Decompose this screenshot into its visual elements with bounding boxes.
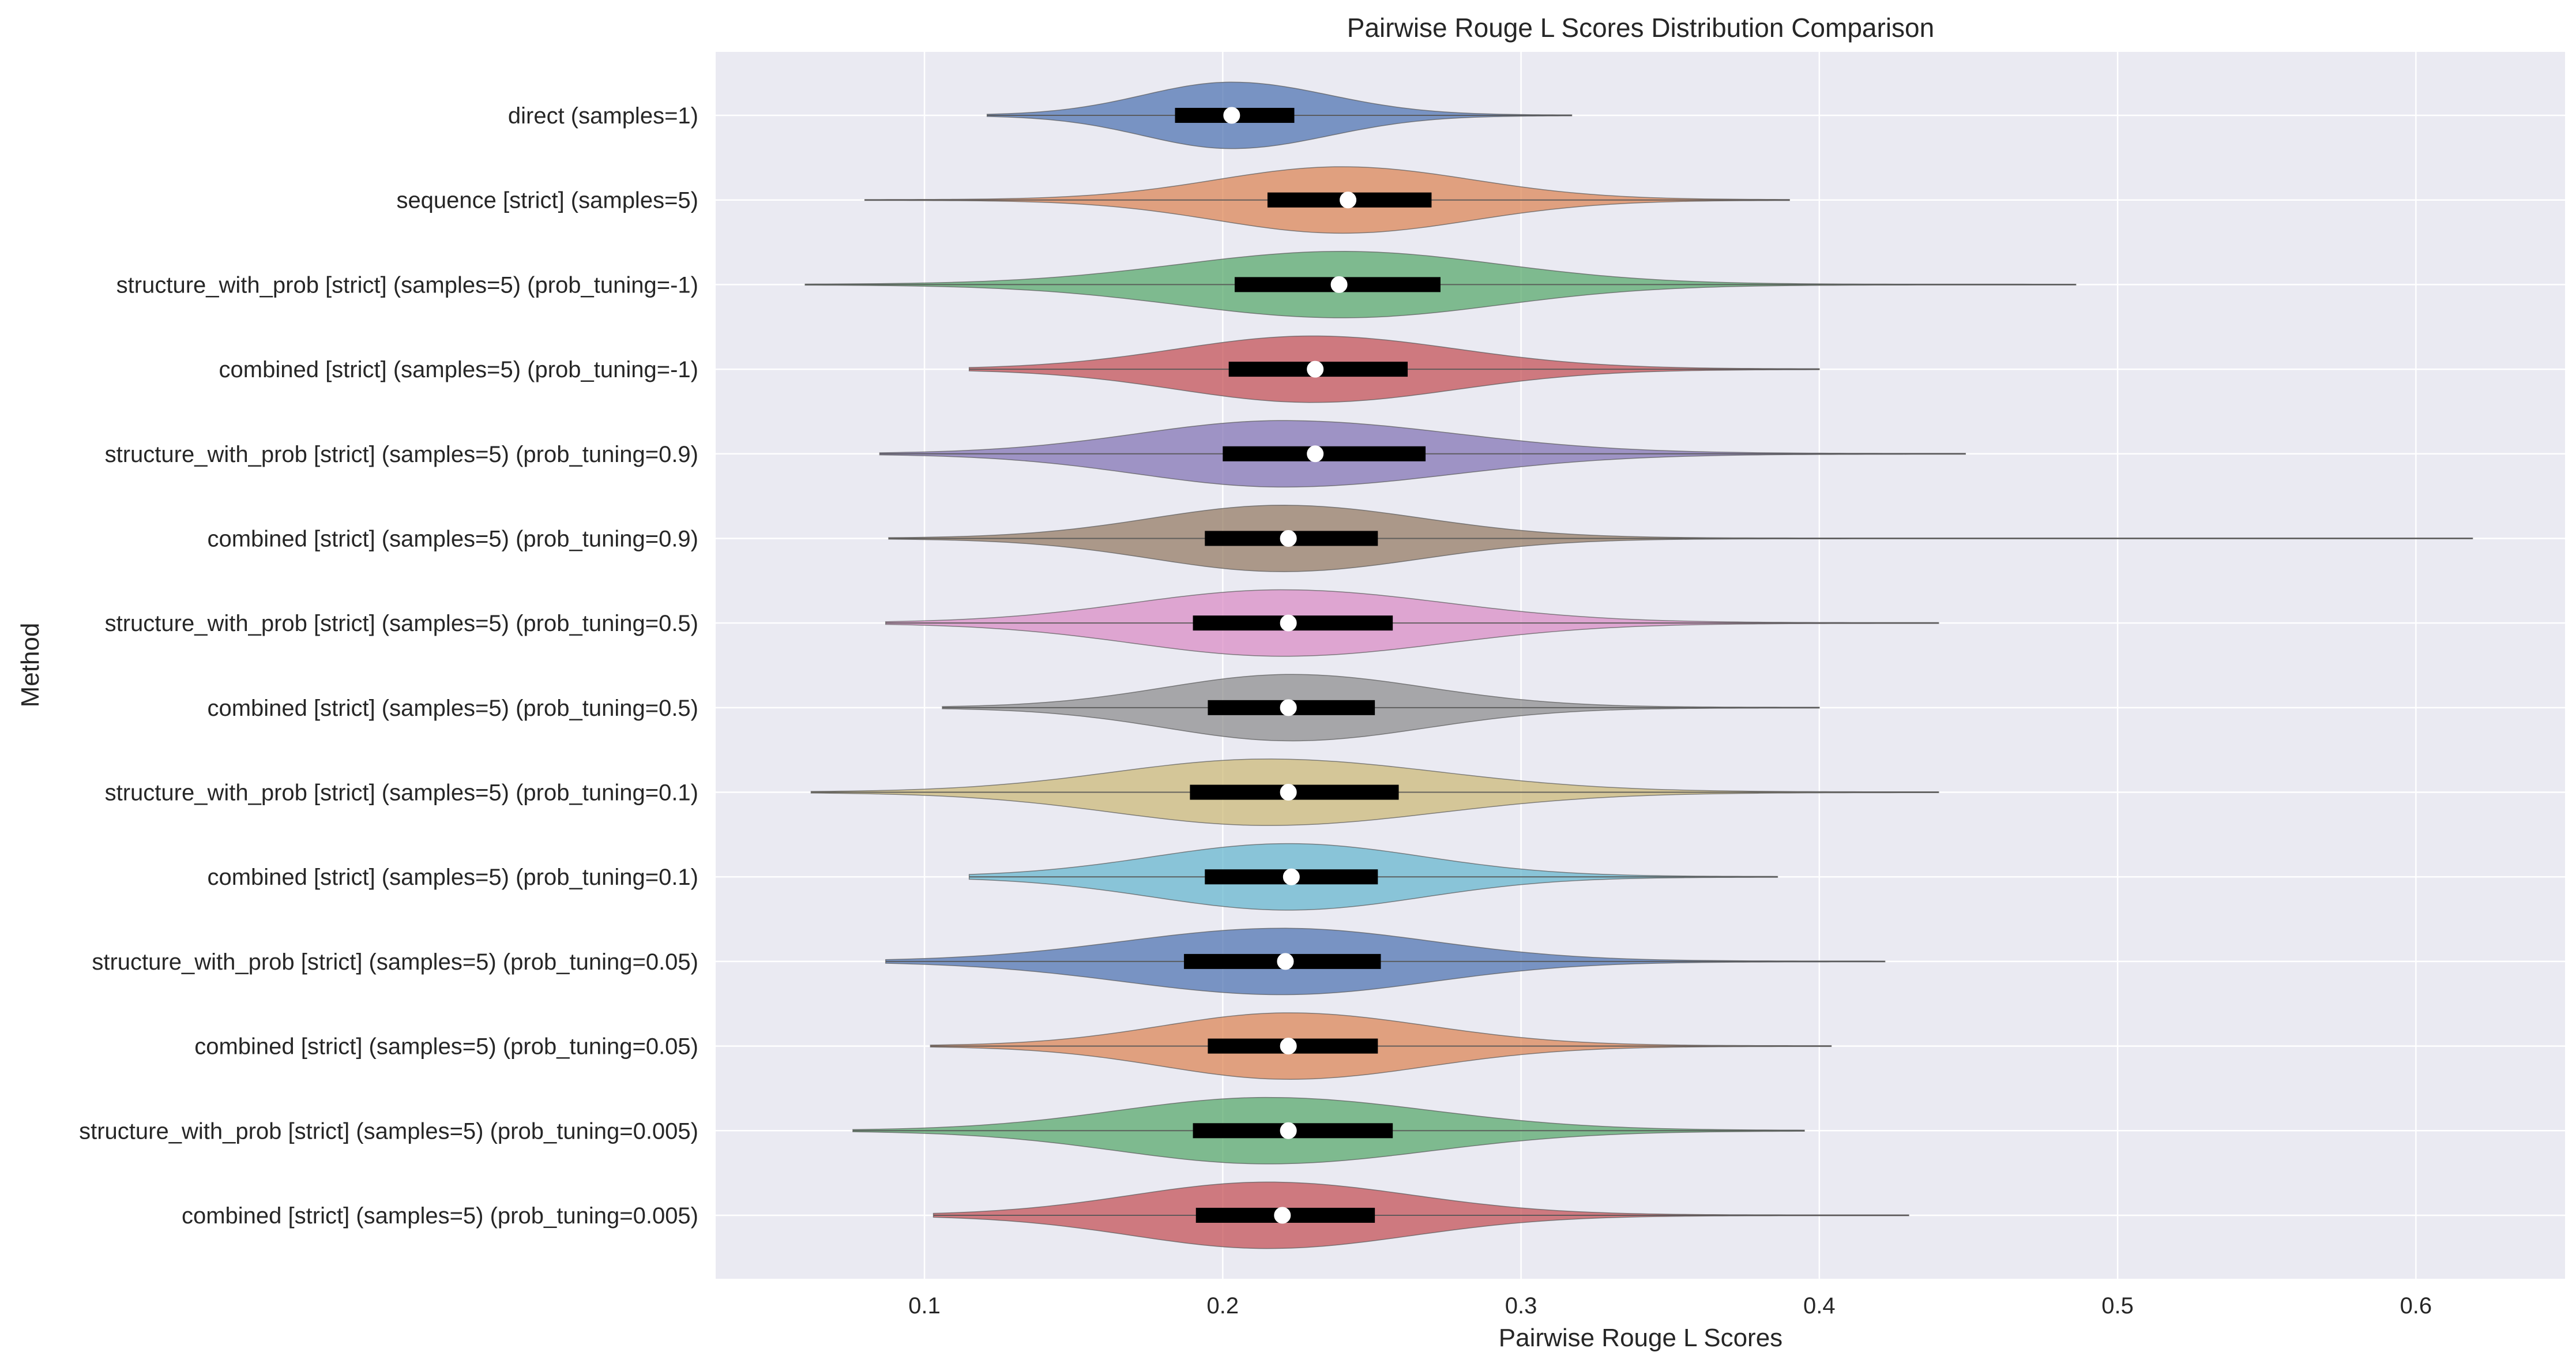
x-tick-label: 0.1 (908, 1293, 941, 1319)
category-label: structure_with_prob [strict] (samples=5)… (92, 949, 698, 975)
violin-group (932, 1181, 1909, 1249)
chart-title: Pairwise Rouge L Scores Distribution Com… (1347, 13, 1934, 43)
x-tick-labels: 0.1 0.2 0.3 0.4 0.5 0.6 (908, 1293, 2432, 1319)
category-label: structure_with_prob [strict] (samples=5)… (105, 442, 698, 467)
violin-median-marker (1307, 360, 1324, 378)
x-axis-label: Pairwise Rouge L Scores (1499, 1324, 1782, 1352)
category-label: direct (samples=1) (508, 103, 698, 129)
violin-median-marker (1277, 953, 1294, 970)
violin-median-marker (1280, 1122, 1297, 1139)
violin-group (810, 758, 1939, 826)
violin-group (864, 166, 1790, 234)
category-label: structure_with_prob [strict] (samples=5)… (79, 1118, 698, 1144)
x-tick-label: 0.4 (1803, 1293, 1836, 1319)
violin-median-marker (1280, 614, 1297, 632)
violin-group (804, 251, 2077, 318)
category-label: combined [strict] (samples=5) (prob_tuni… (182, 1203, 698, 1229)
y-tick-labels: direct (samples=1) sequence [strict] (sam… (79, 103, 698, 1229)
category-label: structure_with_prob [strict] (samples=5)… (105, 780, 698, 806)
x-tick-label: 0.2 (1207, 1293, 1239, 1319)
category-label: combined [strict] (samples=5) (prob_tuni… (219, 357, 698, 382)
violin-group (930, 1012, 1832, 1080)
violin-median-marker (1280, 1038, 1297, 1055)
y-axis-label: Method (16, 623, 44, 708)
violin-group (885, 927, 1886, 996)
violin-iqr-box (1223, 446, 1426, 461)
violin-median-marker (1280, 784, 1297, 801)
x-tick-label: 0.5 (2101, 1293, 2134, 1319)
violin-median-marker (1283, 868, 1300, 885)
violin-group (968, 335, 1820, 403)
violin-median-marker (1223, 107, 1240, 124)
violin-group (888, 505, 2473, 572)
violin-group (942, 674, 1820, 742)
violin-group (986, 81, 1573, 149)
x-tick-label: 0.3 (1505, 1293, 1537, 1319)
violin-median-marker (1340, 191, 1357, 209)
violin-group (852, 1096, 1805, 1165)
violin-layer (804, 81, 2473, 1249)
violin-group (879, 420, 1966, 488)
violin-median-marker (1307, 445, 1324, 463)
violin-median-marker (1280, 529, 1297, 547)
category-label: combined [strict] (samples=5) (prob_tuni… (194, 1034, 698, 1060)
category-label: structure_with_prob [strict] (samples=5)… (116, 272, 698, 298)
violin-group (968, 843, 1778, 911)
violin-median-marker (1280, 699, 1297, 716)
plot-background (716, 52, 2565, 1279)
violin-group (885, 589, 1939, 657)
category-label: combined [strict] (samples=5) (prob_tuni… (207, 865, 698, 890)
violin-median-marker (1274, 1207, 1291, 1224)
category-label: sequence [strict] (samples=5) (396, 188, 698, 213)
category-label: combined [strict] (samples=5) (prob_tuni… (207, 696, 698, 721)
violin-median-marker (1330, 276, 1348, 293)
category-label: combined [strict] (samples=5) (prob_tuni… (207, 526, 698, 551)
x-tick-label: 0.6 (2400, 1293, 2432, 1319)
category-label: structure_with_prob [strict] (samples=5)… (105, 611, 698, 636)
